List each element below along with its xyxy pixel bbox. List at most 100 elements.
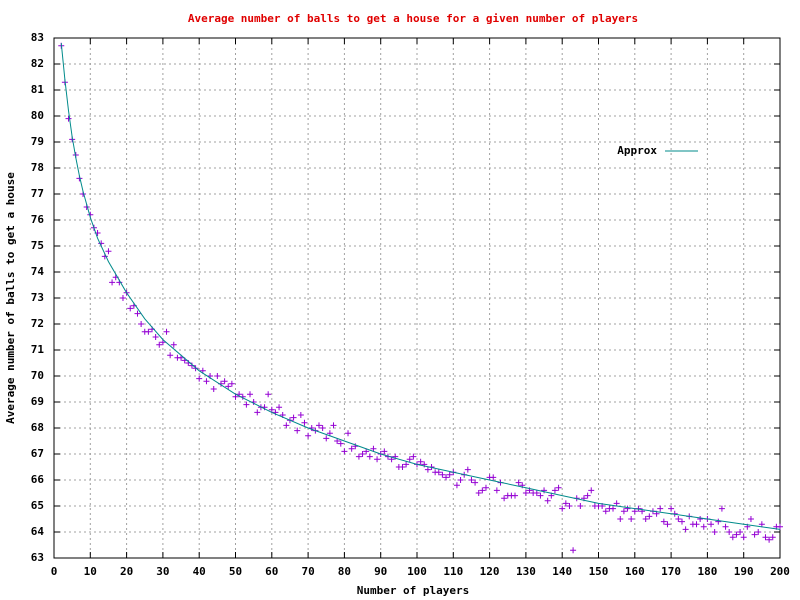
data-point — [718, 505, 725, 512]
data-point — [403, 461, 410, 468]
data-point — [537, 492, 544, 499]
data-point — [243, 401, 250, 408]
data-point — [468, 477, 475, 483]
data-point — [584, 492, 591, 499]
x-tick-label: 100 — [407, 565, 427, 578]
data-point — [737, 529, 744, 535]
data-point — [729, 534, 736, 541]
data-point — [453, 482, 460, 489]
x-tick-label: 70 — [301, 565, 314, 578]
data-point — [700, 523, 707, 530]
data-point — [352, 443, 359, 450]
data-point — [457, 477, 464, 483]
data-point — [766, 536, 773, 543]
data-point — [715, 518, 722, 525]
data-point — [323, 435, 330, 442]
data-point — [678, 518, 685, 525]
data-point — [424, 466, 431, 473]
data-point — [254, 409, 261, 416]
y-tick-label: 79 — [31, 135, 44, 148]
data-point — [105, 248, 112, 255]
x-tick-label: 40 — [193, 565, 206, 578]
data-point — [588, 487, 595, 494]
data-point — [740, 534, 747, 541]
data-point — [163, 328, 170, 335]
data-point — [682, 526, 689, 533]
data-point — [570, 547, 577, 554]
x-tick-label: 20 — [120, 565, 133, 578]
data-point — [170, 341, 177, 348]
x-axis-label: Number of players — [357, 584, 470, 597]
data-point — [265, 391, 272, 398]
data-point — [668, 505, 675, 512]
x-tick-label: 90 — [374, 565, 387, 578]
data-point — [439, 471, 446, 478]
data-point — [769, 534, 776, 541]
data-point — [334, 438, 341, 444]
data-point — [247, 391, 254, 398]
data-point — [435, 469, 442, 476]
data-point — [276, 404, 283, 411]
data-point — [410, 453, 417, 460]
data-point — [642, 516, 649, 522]
data-point — [472, 479, 479, 486]
y-tick-label: 78 — [31, 161, 44, 174]
y-tick-label: 68 — [31, 421, 44, 434]
data-point — [152, 334, 159, 340]
x-tick-label: 170 — [661, 565, 681, 578]
data-point — [758, 521, 765, 528]
data-point — [290, 414, 297, 421]
data-point — [660, 518, 667, 525]
y-tick-label: 77 — [31, 187, 44, 200]
data-point — [196, 375, 203, 382]
data-point — [138, 321, 145, 327]
data-point — [109, 279, 116, 286]
data-point — [613, 500, 620, 507]
x-tick-label: 120 — [480, 565, 500, 578]
y-axis-label: Average number of balls to get a house — [4, 172, 17, 424]
x-tick-label: 190 — [734, 565, 754, 578]
data-point — [559, 505, 566, 512]
data-point — [326, 430, 333, 437]
x-tick-label: 200 — [770, 565, 790, 578]
x-tick-label: 140 — [552, 565, 572, 578]
x-tick-label: 160 — [625, 565, 645, 578]
data-point — [319, 425, 326, 431]
data-point — [134, 310, 141, 317]
y-tick-label: 63 — [31, 551, 44, 564]
x-tick-label: 0 — [51, 565, 58, 578]
data-point — [697, 516, 704, 522]
data-point — [443, 474, 450, 481]
data-point — [156, 341, 163, 348]
x-tick-label: 50 — [229, 565, 242, 578]
data-point — [446, 471, 453, 478]
data-point — [337, 440, 344, 447]
data-point — [65, 115, 72, 122]
data-point — [294, 427, 301, 434]
data-point — [620, 508, 627, 515]
x-tick-label: 110 — [443, 565, 463, 578]
data-point — [145, 328, 152, 335]
data-point — [693, 521, 700, 528]
data-point — [675, 516, 682, 522]
y-tick-label: 71 — [31, 343, 45, 356]
data-point — [544, 497, 551, 504]
plot-frame — [53, 37, 781, 559]
data-point — [566, 503, 573, 509]
data-point — [297, 412, 304, 418]
data-point — [359, 451, 366, 457]
data-point — [301, 419, 308, 426]
data-point — [628, 516, 635, 522]
data-point — [283, 422, 290, 429]
data-point — [406, 456, 413, 463]
data-point — [341, 448, 348, 455]
data-point — [624, 505, 631, 512]
data-point — [399, 464, 406, 470]
y-tick-label: 72 — [31, 317, 44, 330]
x-tick-label: 10 — [84, 565, 97, 578]
data-point — [119, 295, 126, 301]
y-tick-label: 66 — [31, 473, 45, 486]
y-tick-label: 74 — [31, 265, 45, 278]
data-point — [225, 383, 232, 390]
